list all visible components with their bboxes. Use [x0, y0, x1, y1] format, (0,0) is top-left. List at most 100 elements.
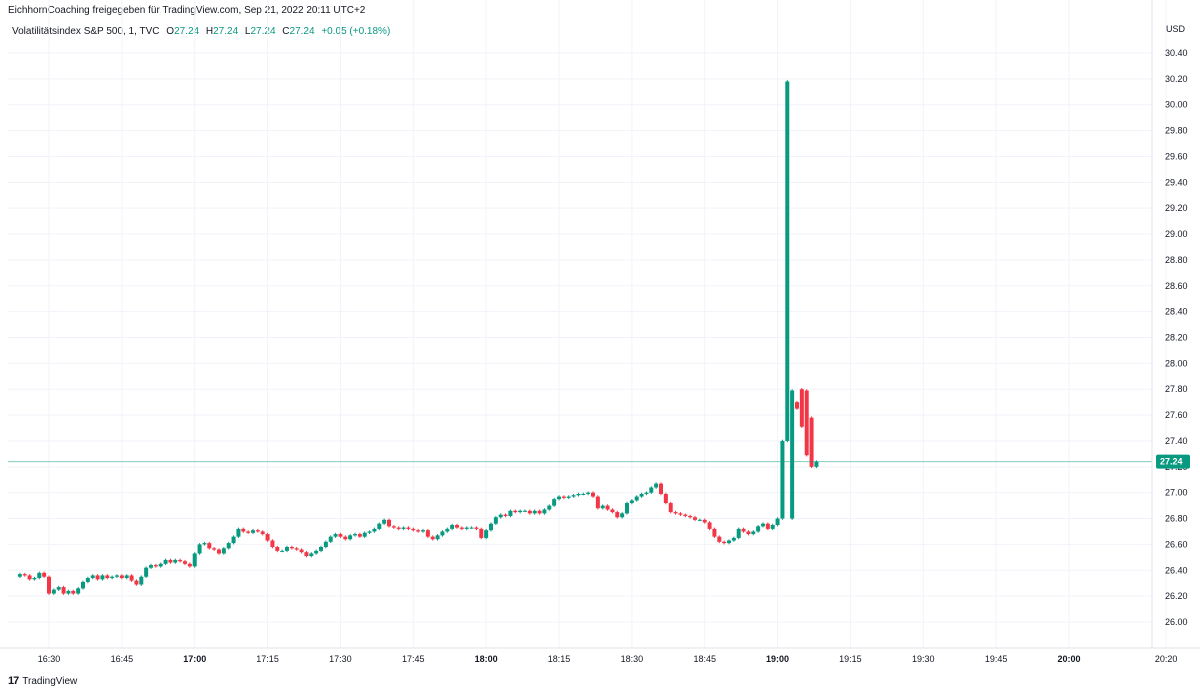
candle-body [697, 519, 702, 521]
candle [197, 543, 202, 555]
candle-body [202, 543, 207, 545]
candle [503, 513, 508, 518]
candle [294, 546, 299, 551]
candle-body [241, 528, 246, 532]
candle-body [265, 534, 270, 541]
time-tick-label: 17:15 [256, 654, 279, 664]
candle [746, 530, 751, 536]
candle [425, 528, 430, 538]
candle-body [654, 483, 659, 488]
candle [212, 546, 217, 551]
candle-body [192, 553, 197, 567]
candle [663, 492, 668, 505]
candle-body [280, 550, 285, 552]
candle-body [561, 496, 566, 498]
candle [66, 589, 71, 595]
candle-body [600, 505, 605, 509]
candle-body [770, 525, 775, 529]
candle-body [61, 587, 66, 594]
candle [285, 545, 289, 553]
candle [620, 512, 625, 519]
price-tick-label: 26.80 [1165, 514, 1188, 524]
candle-body [149, 565, 153, 568]
candle [571, 493, 576, 498]
close-value: 27.24 [289, 26, 315, 37]
candle [163, 558, 168, 566]
candle [523, 509, 527, 513]
tradingview-logo[interactable]: 17 TradingView [8, 675, 77, 687]
candle [430, 535, 435, 541]
candle [81, 580, 85, 590]
candle [809, 416, 814, 469]
symbol-name[interactable]: Volatilitätsindex S&P 500, 1, TVC [12, 26, 160, 37]
candle [265, 532, 270, 542]
price-axis[interactable]: 26.0026.2026.4026.6026.8027.0027.2027.40… [1165, 48, 1188, 627]
candle-body [489, 523, 493, 531]
candle-body [105, 575, 110, 579]
candle-body [493, 517, 498, 524]
last-price-tag: 27.24 [1156, 454, 1190, 469]
price-tick-label: 29.00 [1165, 229, 1188, 239]
candle [149, 563, 153, 569]
candle [47, 575, 51, 595]
candle-body [333, 534, 338, 537]
candle-body [323, 541, 328, 547]
candle [382, 518, 387, 526]
candle-body [809, 417, 814, 467]
candle-body [314, 550, 319, 554]
candle-body [81, 581, 85, 589]
candle-body [765, 523, 770, 529]
candle [455, 523, 459, 529]
candle-body [163, 559, 168, 564]
candle [183, 559, 187, 566]
time-axis[interactable]: 16:30 16:45 17:00 17:15 17:30 17:45 18:00 18:15… [38, 654, 1178, 664]
price-tick-label: 26.40 [1165, 565, 1188, 575]
candle-body [430, 536, 435, 540]
candle [566, 495, 571, 500]
candle-body [289, 546, 294, 549]
candle [727, 539, 731, 545]
time-tick-label: 18:15 [548, 654, 571, 664]
candle-body [532, 510, 537, 514]
candle [173, 558, 178, 564]
price-tick-label: 29.20 [1165, 203, 1188, 213]
time-tick-label: 16:30 [38, 654, 61, 664]
candle [625, 501, 629, 515]
candle-body [207, 543, 212, 549]
candle [731, 536, 736, 542]
candle-body [566, 496, 571, 498]
candle [37, 571, 42, 580]
candle-body [353, 534, 357, 536]
candle [790, 389, 795, 520]
time-tick-label: 20:20 [1155, 654, 1178, 664]
candle [323, 540, 328, 549]
candle [202, 541, 207, 546]
candle [314, 549, 319, 555]
candle [795, 400, 799, 410]
candle [610, 508, 615, 514]
candle-body [450, 525, 455, 529]
candle-body [421, 530, 425, 532]
price-tick-label: 30.20 [1165, 74, 1188, 84]
candle [328, 535, 333, 544]
low-value: 27.24 [250, 26, 276, 37]
candle-body [663, 493, 668, 504]
candle-body [168, 559, 173, 563]
high-value: 27.24 [213, 26, 239, 37]
candle [557, 495, 561, 501]
time-tick-label: 19:15 [839, 654, 862, 664]
candle [576, 492, 581, 497]
price-tick-label: 27.40 [1165, 436, 1188, 446]
candle [168, 558, 173, 564]
candle [649, 486, 654, 494]
candle [489, 522, 493, 532]
candle-body [552, 499, 557, 506]
candle [56, 585, 61, 591]
candle [377, 522, 382, 531]
candle [683, 513, 688, 518]
candle [275, 545, 280, 553]
candle-body [309, 553, 314, 557]
candle [27, 574, 32, 581]
price-tick-label: 26.00 [1165, 617, 1188, 627]
